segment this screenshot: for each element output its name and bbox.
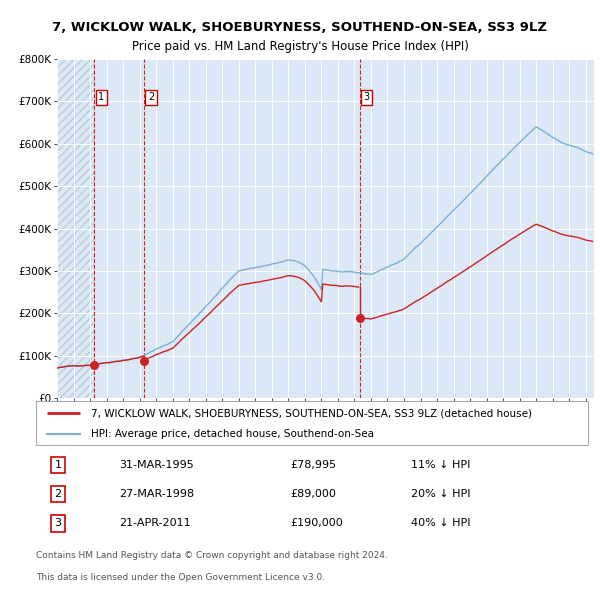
- FancyBboxPatch shape: [36, 401, 588, 445]
- Text: 20% ↓ HPI: 20% ↓ HPI: [412, 489, 471, 499]
- Text: 2: 2: [55, 489, 62, 499]
- Text: £89,000: £89,000: [290, 489, 336, 499]
- Text: 40% ↓ HPI: 40% ↓ HPI: [412, 519, 471, 529]
- Text: 31-MAR-1995: 31-MAR-1995: [119, 460, 194, 470]
- Bar: [57, 59, 94, 398]
- Text: 2: 2: [148, 92, 154, 102]
- Text: 7, WICKLOW WALK, SHOEBURYNESS, SOUTHEND-ON-SEA, SS3 9LZ: 7, WICKLOW WALK, SHOEBURYNESS, SOUTHEND-…: [53, 21, 548, 34]
- Text: 3: 3: [364, 92, 370, 102]
- Text: 11% ↓ HPI: 11% ↓ HPI: [412, 460, 471, 470]
- Text: 21-APR-2011: 21-APR-2011: [119, 519, 190, 529]
- Text: 27-MAR-1998: 27-MAR-1998: [119, 489, 194, 499]
- Text: 1: 1: [55, 460, 62, 470]
- Text: HPI: Average price, detached house, Southend-on-Sea: HPI: Average price, detached house, Sout…: [91, 428, 374, 438]
- Text: 7, WICKLOW WALK, SHOEBURYNESS, SOUTHEND-ON-SEA, SS3 9LZ (detached house): 7, WICKLOW WALK, SHOEBURYNESS, SOUTHEND-…: [91, 408, 532, 418]
- Text: £78,995: £78,995: [290, 460, 336, 470]
- Text: £190,000: £190,000: [290, 519, 343, 529]
- Text: Price paid vs. HM Land Registry's House Price Index (HPI): Price paid vs. HM Land Registry's House …: [131, 40, 469, 53]
- Text: This data is licensed under the Open Government Licence v3.0.: This data is licensed under the Open Gov…: [36, 573, 325, 582]
- Bar: [57, 59, 94, 398]
- Text: Contains HM Land Registry data © Crown copyright and database right 2024.: Contains HM Land Registry data © Crown c…: [36, 550, 388, 560]
- Text: 3: 3: [55, 519, 62, 529]
- Text: 1: 1: [98, 92, 104, 102]
